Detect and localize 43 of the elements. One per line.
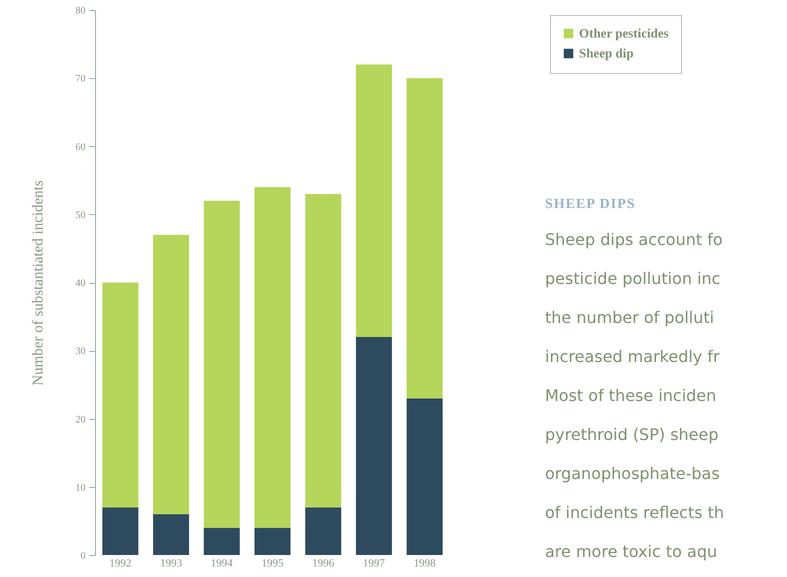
bar xyxy=(406,398,443,555)
y-tick-label: 60 xyxy=(76,142,86,153)
legend-label: Other pesticides xyxy=(579,26,669,40)
y-tick-label: 0 xyxy=(80,550,86,562)
x-tick-label: 1993 xyxy=(160,558,183,570)
y-tick-label: 50 xyxy=(76,210,86,221)
y-tick-label: 80 xyxy=(76,6,86,16)
bar xyxy=(102,282,138,508)
y-tick-label: 70 xyxy=(76,74,86,85)
y-tick-label: 40 xyxy=(76,278,86,289)
y-tick-label: 20 xyxy=(76,414,86,426)
text: the number of polluti xyxy=(545,307,716,329)
bar xyxy=(204,528,240,555)
bar xyxy=(153,514,190,555)
text: are more toxic to aqu xyxy=(545,541,718,563)
text: increased markedly fr xyxy=(545,346,721,368)
x-tick-label: 1995 xyxy=(262,558,284,570)
y-tick-label: 10 xyxy=(76,482,86,494)
bar xyxy=(305,507,342,555)
text: Most of these inciden xyxy=(545,385,718,407)
text: Sheep dips account fo xyxy=(545,229,724,251)
bar xyxy=(153,234,190,514)
bar xyxy=(254,528,290,555)
text: organophosphate-bas xyxy=(545,463,721,485)
text: pesticide pollution inc xyxy=(545,268,722,290)
y-axis-title: Number of substantiated incidents xyxy=(30,180,46,386)
x-tick-label: 1997 xyxy=(362,558,386,570)
bar xyxy=(356,337,392,555)
text: SHEEP DIPS xyxy=(545,196,637,214)
y-tick-label: 30 xyxy=(76,346,86,358)
x-tick-label: 1996 xyxy=(312,558,335,570)
text: pyrethroid (SP) sheep xyxy=(545,424,720,446)
bar xyxy=(406,78,443,398)
bar xyxy=(305,194,342,508)
x-tick-label: 1992 xyxy=(109,558,132,570)
bar xyxy=(102,507,138,555)
text: of incidents reflects th xyxy=(545,502,726,524)
bar xyxy=(356,64,392,337)
bar xyxy=(254,187,290,528)
legend-label: Sheep dip xyxy=(579,46,634,60)
x-tick-label: 1994 xyxy=(210,558,234,570)
bar xyxy=(204,200,240,528)
x-tick-label: 1998 xyxy=(414,558,436,570)
